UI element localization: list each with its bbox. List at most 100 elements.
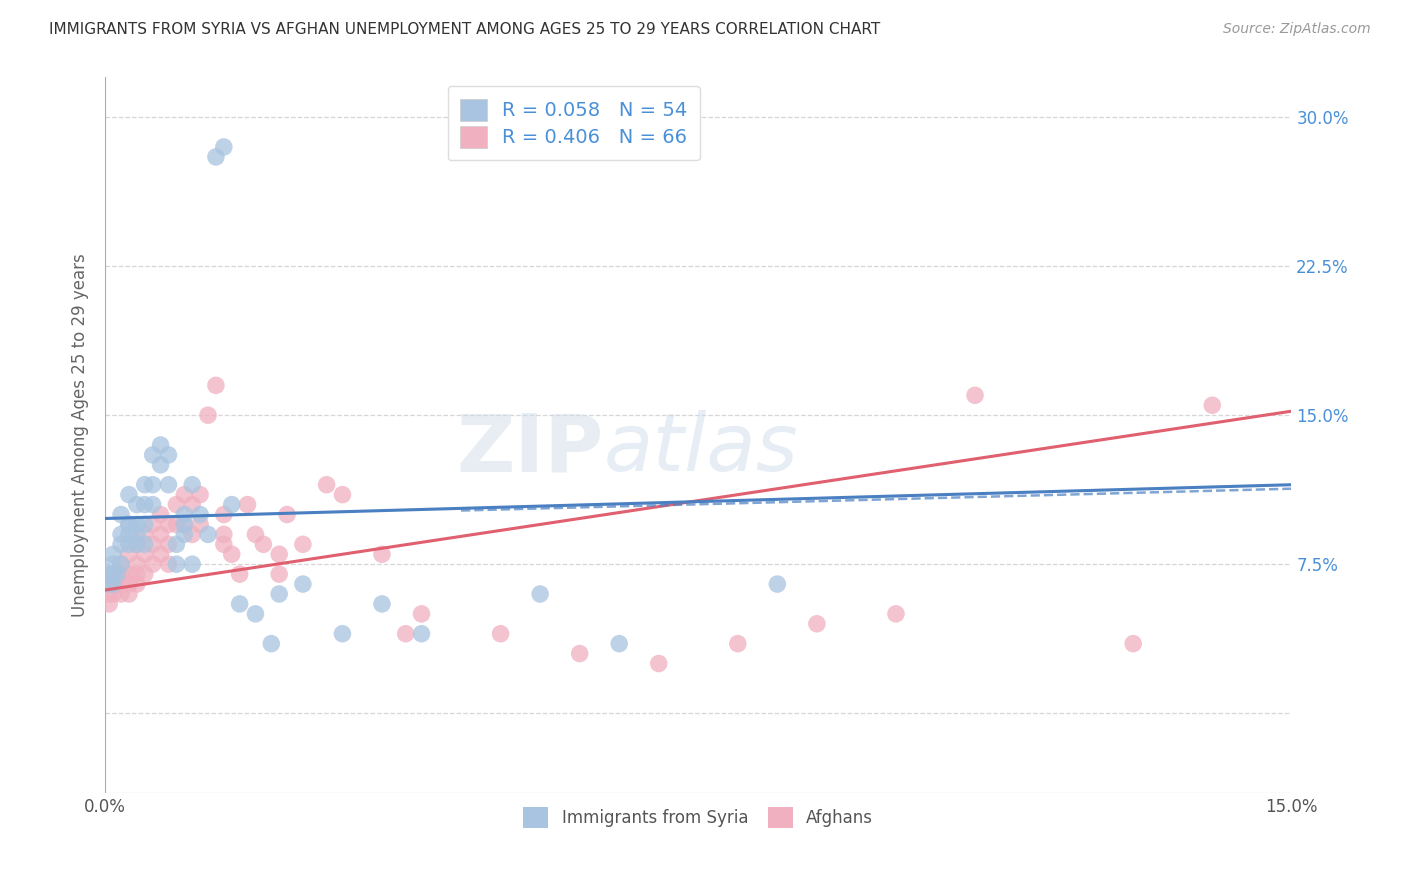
Point: [173, 508, 195, 522]
Point: [157, 477, 180, 491]
Point: [212, 508, 235, 522]
Point: [332, 626, 354, 640]
Point: [291, 537, 314, 551]
Point: [173, 527, 195, 541]
Point: [489, 626, 512, 640]
Point: [101, 557, 124, 571]
Point: [529, 587, 551, 601]
Point: [142, 517, 165, 532]
Point: [134, 567, 156, 582]
Point: [110, 527, 132, 541]
Legend: Immigrants from Syria, Afghans: Immigrants from Syria, Afghans: [516, 801, 880, 834]
Point: [149, 508, 172, 522]
Point: [125, 498, 148, 512]
Point: [98, 587, 121, 601]
Point: [269, 587, 291, 601]
Point: [884, 607, 907, 621]
Point: [165, 537, 187, 551]
Point: [118, 527, 141, 541]
Point: [766, 577, 789, 591]
Point: [181, 527, 204, 541]
Point: [134, 547, 156, 561]
Point: [125, 537, 148, 551]
Point: [371, 547, 394, 561]
Point: [165, 498, 187, 512]
Point: [411, 626, 433, 640]
Point: [806, 616, 828, 631]
Point: [125, 537, 148, 551]
Point: [173, 517, 195, 532]
Point: [118, 517, 141, 532]
Point: [98, 597, 121, 611]
Point: [205, 378, 228, 392]
Point: [118, 577, 141, 591]
Point: [165, 557, 187, 571]
Point: [98, 577, 121, 591]
Text: Source: ZipAtlas.com: Source: ZipAtlas.com: [1223, 22, 1371, 37]
Point: [332, 488, 354, 502]
Point: [134, 498, 156, 512]
Point: [118, 567, 141, 582]
Point: [98, 567, 121, 582]
Point: [157, 448, 180, 462]
Point: [395, 626, 418, 640]
Point: [118, 488, 141, 502]
Point: [101, 567, 124, 582]
Point: [181, 557, 204, 571]
Point: [181, 498, 204, 512]
Point: [212, 527, 235, 541]
Point: [101, 577, 124, 591]
Point: [118, 517, 141, 532]
Point: [157, 517, 180, 532]
Text: atlas: atlas: [603, 410, 799, 488]
Point: [607, 637, 630, 651]
Point: [188, 517, 211, 532]
Point: [157, 557, 180, 571]
Point: [134, 477, 156, 491]
Point: [1201, 398, 1223, 412]
Point: [110, 537, 132, 551]
Point: [291, 577, 314, 591]
Point: [101, 577, 124, 591]
Point: [188, 488, 211, 502]
Point: [245, 527, 267, 541]
Point: [125, 557, 148, 571]
Point: [110, 587, 132, 601]
Point: [568, 647, 591, 661]
Point: [110, 567, 132, 582]
Point: [125, 527, 148, 541]
Point: [205, 150, 228, 164]
Point: [236, 498, 259, 512]
Point: [149, 527, 172, 541]
Point: [648, 657, 671, 671]
Point: [118, 547, 141, 561]
Point: [197, 527, 219, 541]
Point: [110, 557, 132, 571]
Point: [371, 597, 394, 611]
Point: [125, 517, 148, 532]
Point: [212, 140, 235, 154]
Point: [101, 547, 124, 561]
Point: [315, 477, 337, 491]
Point: [125, 567, 148, 582]
Point: [142, 557, 165, 571]
Point: [118, 587, 141, 601]
Point: [228, 597, 250, 611]
Point: [276, 508, 298, 522]
Point: [188, 508, 211, 522]
Point: [228, 567, 250, 582]
Point: [105, 577, 128, 591]
Point: [963, 388, 986, 402]
Point: [118, 537, 141, 551]
Point: [149, 438, 172, 452]
Point: [173, 517, 195, 532]
Y-axis label: Unemployment Among Ages 25 to 29 years: Unemployment Among Ages 25 to 29 years: [72, 253, 89, 617]
Point: [269, 547, 291, 561]
Point: [125, 577, 148, 591]
Point: [142, 477, 165, 491]
Text: IMMIGRANTS FROM SYRIA VS AFGHAN UNEMPLOYMENT AMONG AGES 25 TO 29 YEARS CORRELATI: IMMIGRANTS FROM SYRIA VS AFGHAN UNEMPLOY…: [49, 22, 880, 37]
Point: [142, 537, 165, 551]
Point: [149, 547, 172, 561]
Point: [110, 508, 132, 522]
Point: [134, 527, 156, 541]
